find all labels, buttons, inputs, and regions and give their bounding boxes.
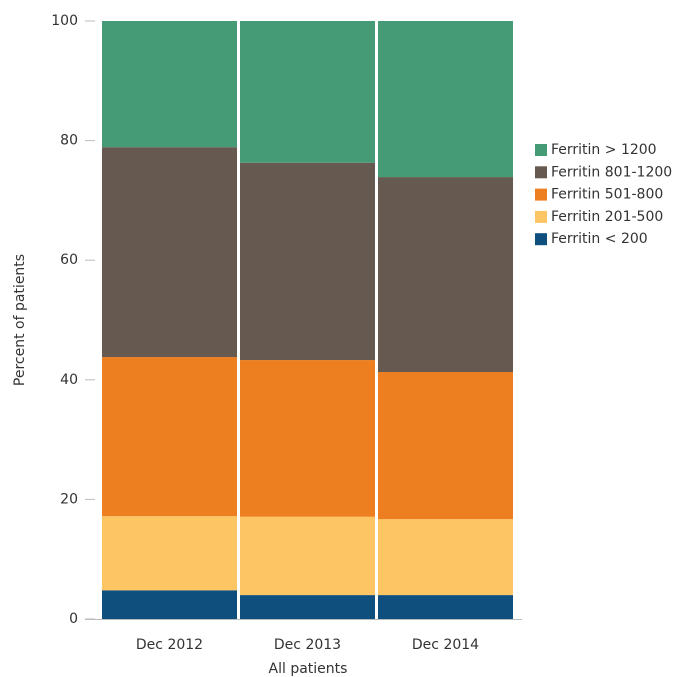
bar-segment [102,21,237,148]
legend-swatch [535,210,547,223]
legend-label: Ferritin 501-800 [551,187,663,203]
bar-segment [102,516,237,591]
legend-label: Ferritin 801-1200 [551,164,672,180]
legend-swatch [535,144,547,156]
x-tick-label: Dec 2012 [136,637,203,653]
bar-segment [102,147,237,358]
bar-segment [378,519,513,596]
y-axis-label: Percent of patients [12,254,28,386]
legend-label: Ferritin < 200 [551,231,648,247]
legend-label: Ferritin 201-500 [551,209,663,225]
bar-segment [240,360,375,517]
y-tick-label: 0 [69,611,78,627]
legend-label: Ferritin > 1200 [551,142,657,158]
y-tick-label: 20 [60,491,78,507]
bar-segment [240,595,375,619]
y-tick-label: 100 [51,13,78,29]
bar-segment [240,162,375,361]
bar-segment [240,21,375,163]
x-axis-label: All patients [269,661,348,677]
y-tick-label: 60 [60,252,78,268]
legend-swatch [535,166,547,179]
y-tick-label: 80 [60,133,78,149]
x-tick-label: Dec 2013 [274,637,341,653]
y-tick-label: 40 [60,372,78,388]
bar-segment [102,357,237,517]
bar-segment [378,595,513,619]
x-tick-label: Dec 2014 [412,637,479,653]
bar-segment [378,177,513,373]
bar-segment [102,590,237,619]
bar-segment [378,21,513,178]
legend-swatch [535,233,547,246]
bar-segment [240,516,375,596]
legend-swatch [535,188,547,201]
bar-segment [378,372,513,520]
